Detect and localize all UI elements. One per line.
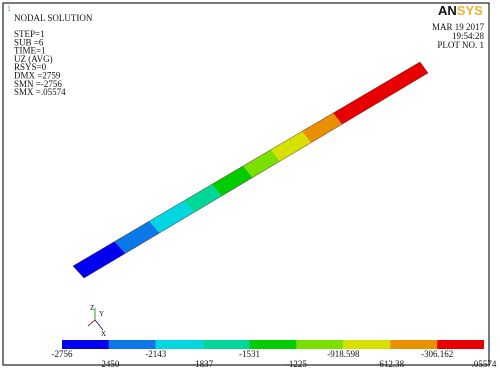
legend-label: -1225 <box>286 359 307 369</box>
triad-y: Y <box>99 310 104 318</box>
legend-band <box>109 340 156 349</box>
triad-z: Z <box>90 304 94 312</box>
legend-label: -2450 <box>98 359 119 369</box>
logo: ANSYS <box>438 3 483 18</box>
legend-band <box>156 340 203 349</box>
legend-label: -2756 <box>52 349 73 359</box>
legend-label: -1837 <box>192 359 213 369</box>
legend-band <box>343 340 390 349</box>
legend-label: -612.38 <box>376 359 404 369</box>
legend-label: -2143 <box>145 349 166 359</box>
legend-band <box>62 340 109 349</box>
legend-label: -918.598 <box>327 349 360 359</box>
plot-no: PLOT NO. 1 <box>437 40 484 50</box>
logo-b: SYS <box>457 3 483 18</box>
legend-band <box>296 340 343 349</box>
legend-band <box>250 340 297 349</box>
logo-a: AN <box>438 3 457 18</box>
title: NODAL SOLUTION <box>14 13 93 23</box>
legend-band <box>437 340 484 349</box>
triad-x: X <box>101 330 106 338</box>
ansys-window: 1 NODAL SOLUTION ANSYS MAR 19 2017 19:54… <box>0 0 500 379</box>
frame <box>3 3 489 365</box>
plot-id: 1 <box>7 4 11 13</box>
legend-label: -306.162 <box>421 349 453 359</box>
info-line: SMX =.05574 <box>14 87 66 97</box>
legend-band <box>390 340 437 349</box>
legend-band <box>203 340 250 349</box>
legend-label: .05574 <box>472 359 497 369</box>
page: 1 NODAL SOLUTION ANSYS MAR 19 2017 19:54… <box>0 0 500 384</box>
legend-label: -1531 <box>239 349 260 359</box>
